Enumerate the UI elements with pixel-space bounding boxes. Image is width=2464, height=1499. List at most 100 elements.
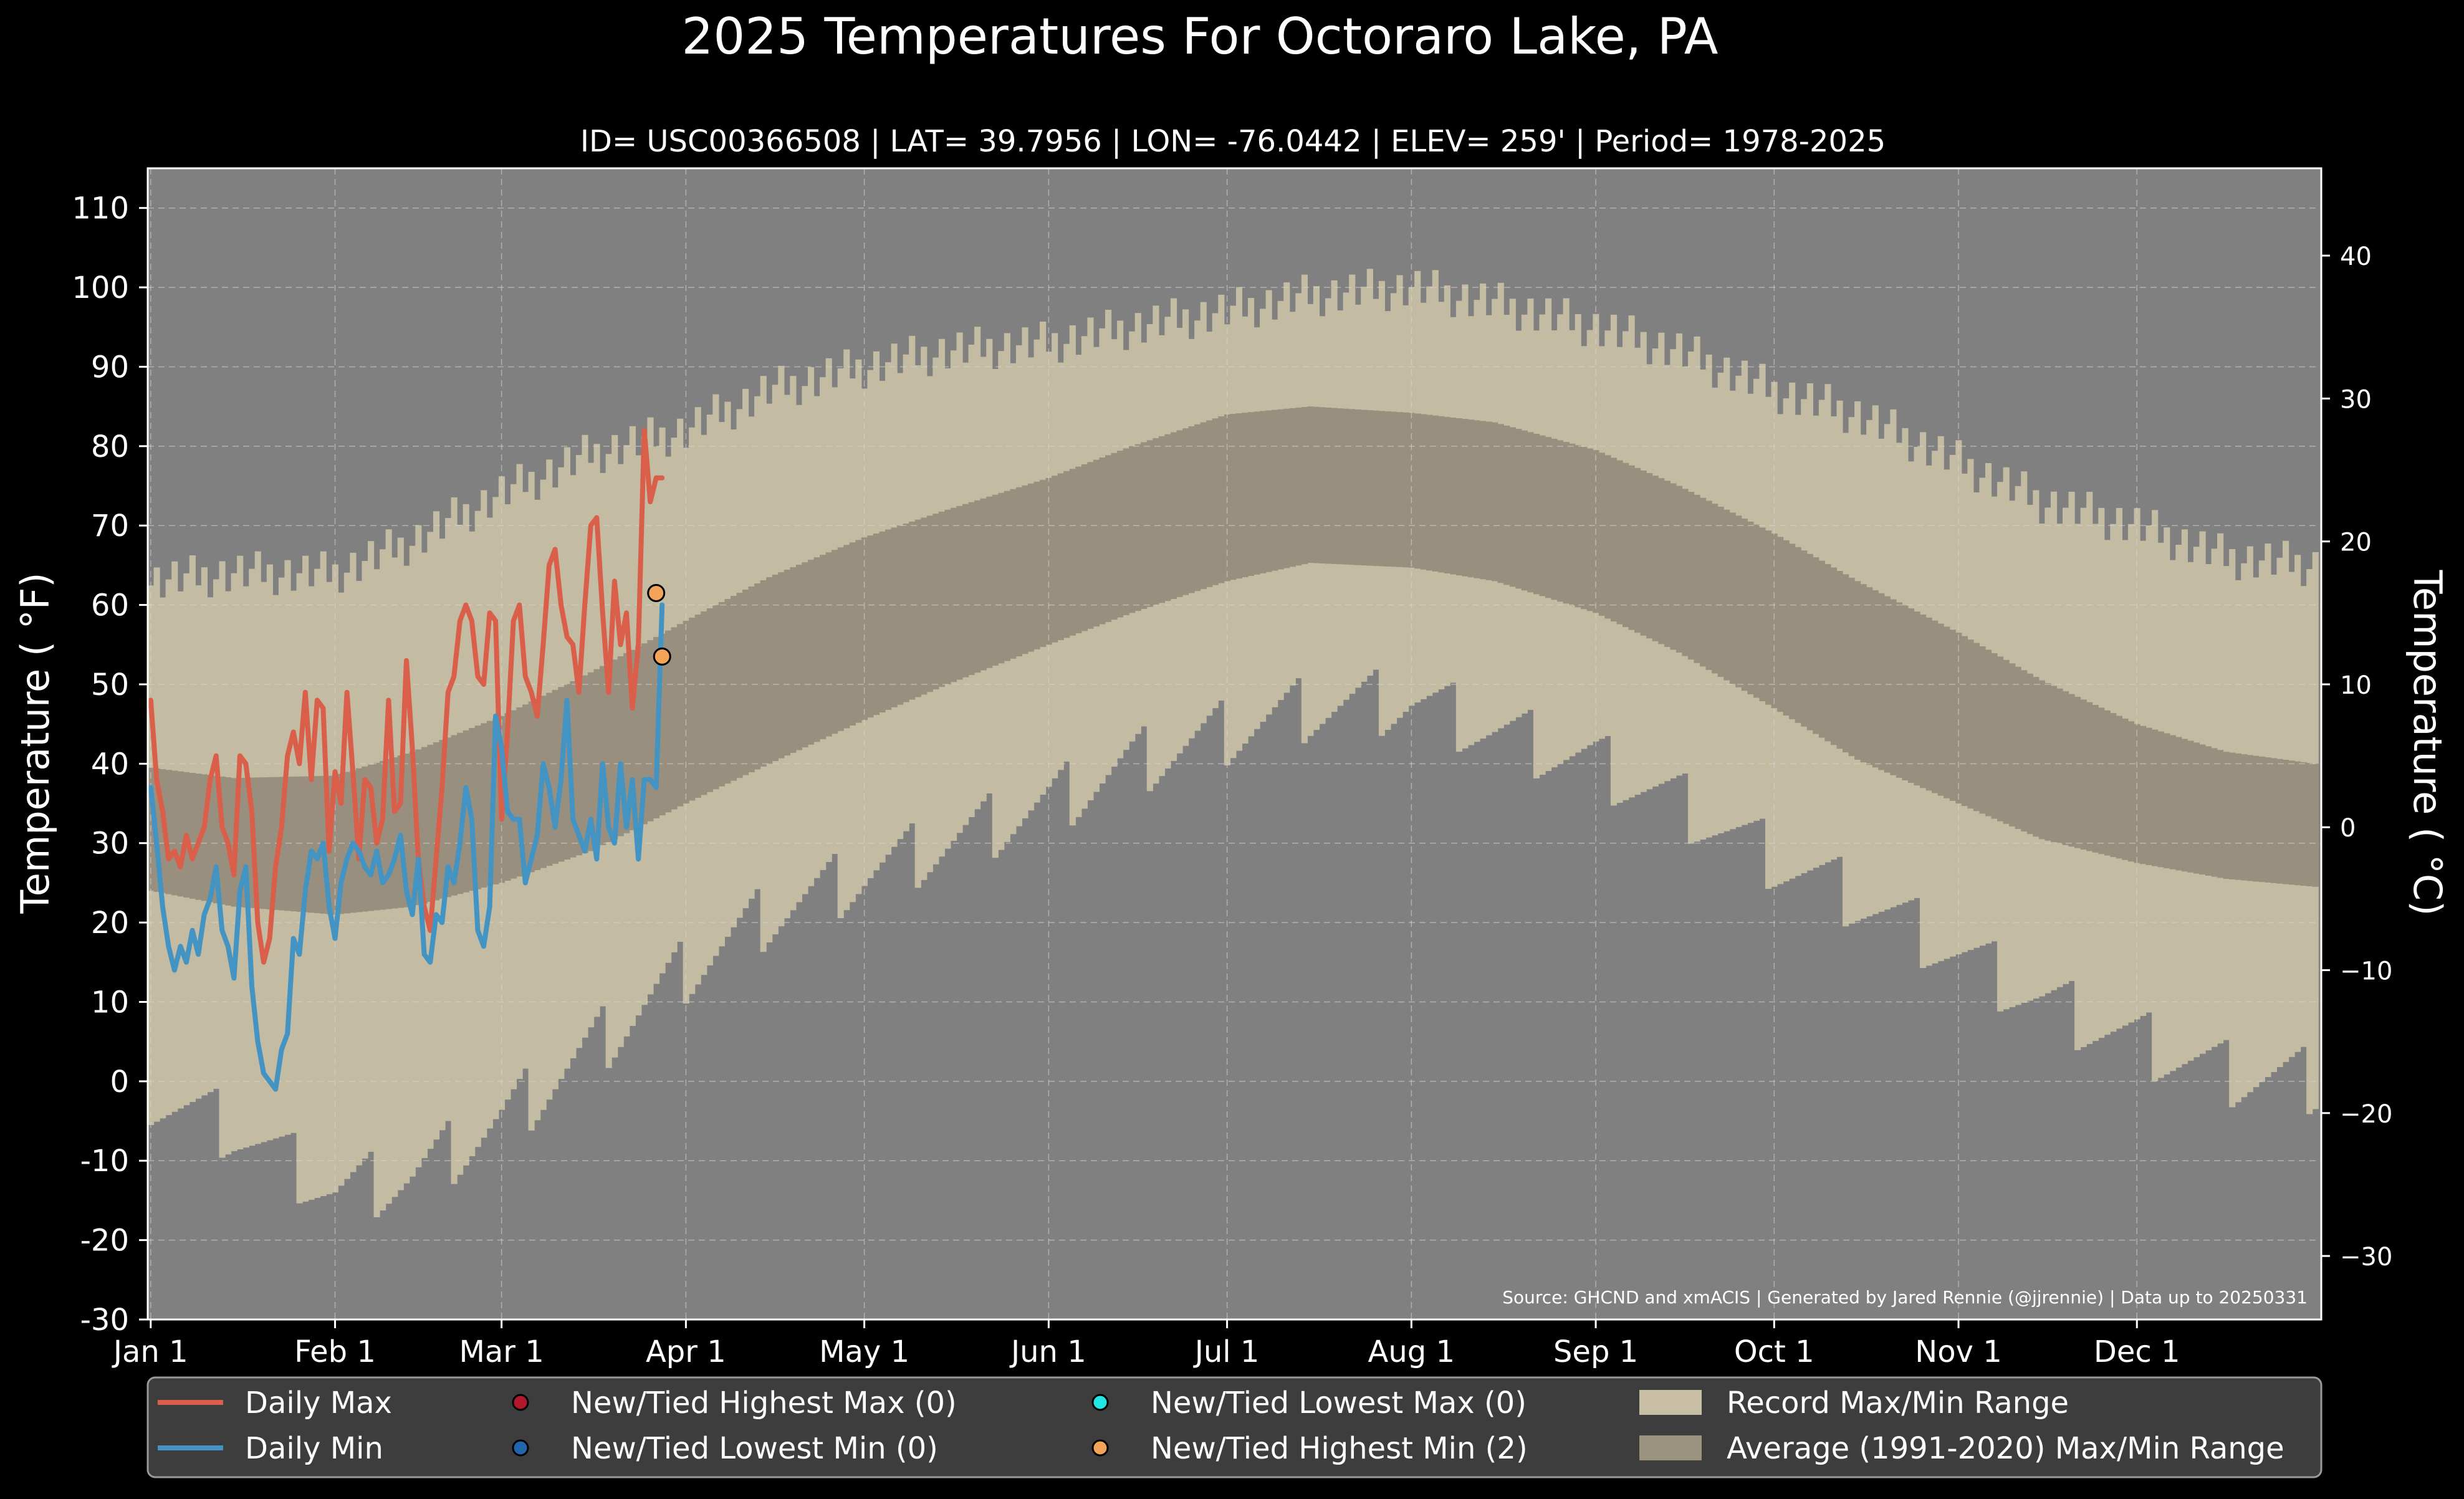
average-range-bar	[778, 572, 785, 759]
average-range-bar	[1907, 608, 1915, 783]
average-range-bar	[2211, 748, 2218, 877]
y-axis-label: Temperature ( °F)	[12, 572, 58, 914]
average-range-bar	[2074, 696, 2081, 848]
y-tick-label: 30	[91, 826, 129, 861]
average-range-bar	[1129, 446, 1136, 613]
average-range-bar	[2127, 721, 2135, 862]
average-range-bar	[2175, 737, 2182, 871]
average-range-bar	[1111, 453, 1118, 620]
y-tick-label: -20	[80, 1224, 129, 1258]
legend-swatch-dot	[512, 1394, 529, 1411]
average-range-bar	[1914, 611, 1920, 786]
average-range-bar	[1944, 626, 1950, 798]
average-range-bar	[2104, 710, 2111, 856]
y-tick-label: 90	[91, 350, 129, 385]
y-axis-right: −30 −20 −10 0 10 20 30 40	[2321, 242, 2392, 1272]
average-range-bar	[825, 552, 832, 737]
average-range-bar	[1087, 462, 1094, 629]
average-range-bar	[1872, 590, 1879, 768]
average-range-bar	[177, 771, 184, 897]
average-range-bar	[1283, 408, 1290, 568]
average-range-bar	[1455, 418, 1463, 576]
average-range-bar	[1830, 567, 1838, 745]
average-range-bar	[2015, 666, 2021, 829]
average-range-bar	[1265, 410, 1272, 572]
legend-label: Daily Min	[245, 1431, 383, 1466]
average-range-bar	[2265, 757, 2271, 883]
y-tick-label: 20	[91, 906, 129, 941]
average-range-bar	[623, 653, 630, 833]
y-tick-label: -30	[80, 1303, 129, 1338]
average-range-bar	[1343, 408, 1349, 565]
average-range-bar	[671, 627, 678, 810]
legend-label: Average (1991-2020) Max/Min Range	[1727, 1431, 2284, 1466]
average-range-bar	[1402, 412, 1409, 568]
average-range-bar	[2050, 686, 2058, 843]
average-range-bar	[1081, 464, 1088, 631]
average-range-bar	[1646, 473, 1653, 639]
average-range-bar	[2169, 735, 2176, 869]
average-range-bar	[1973, 643, 1980, 812]
average-range-bar	[641, 643, 648, 825]
average-range-bar	[1717, 506, 1724, 678]
average-range-bar	[2294, 761, 2301, 886]
x-tick-label: Jul 1	[1193, 1334, 1260, 1369]
average-range-bar	[766, 577, 773, 764]
average-range-bar	[802, 562, 808, 748]
average-range-bar	[2003, 659, 2010, 824]
average-range-bar	[962, 504, 969, 678]
average-range-bar	[1824, 564, 1831, 742]
average-range-bar	[1366, 410, 1373, 566]
legend-item-daily-min: Daily Min	[158, 1431, 383, 1466]
average-range-bar	[1396, 412, 1403, 567]
average-range-bar	[367, 764, 375, 911]
average-range-bar	[1563, 442, 1570, 604]
average-range-bar	[2241, 754, 2248, 881]
y-tick-label: 50	[91, 668, 129, 702]
average-range-bar	[968, 502, 975, 675]
average-range-bar	[189, 772, 196, 899]
average-range-bar	[1789, 544, 1796, 719]
average-range-bar	[1604, 455, 1611, 619]
average-range-bar	[1218, 416, 1225, 583]
average-range-bar	[1848, 577, 1855, 757]
average-range-bar	[1331, 408, 1338, 564]
average-range-bar	[1373, 410, 1379, 567]
average-range-bar	[1925, 617, 1932, 791]
average-range-bar	[914, 519, 921, 697]
average-range-bar	[730, 596, 737, 781]
average-range-bar	[1277, 409, 1284, 570]
chart-title: 2025 Temperatures For Octoraro Lake, PA	[681, 7, 1718, 65]
average-range-bar	[1623, 462, 1629, 628]
average-range-bar	[486, 721, 493, 886]
average-range-bar	[885, 529, 892, 710]
average-range-bar	[1979, 646, 1986, 814]
average-range-bar	[302, 776, 309, 912]
average-range-bar	[2033, 677, 2040, 837]
average-range-bar	[1515, 429, 1522, 589]
average-range-bar	[1759, 527, 1766, 702]
average-range-bar	[1432, 415, 1439, 572]
average-range-bar	[1307, 406, 1314, 563]
average-range-bar	[1015, 487, 1023, 657]
x-tick-label: Jun 1	[1009, 1334, 1086, 1369]
average-range-bar	[1902, 605, 1909, 780]
average-range-bar	[1052, 476, 1058, 643]
legend-swatch-dot	[512, 1439, 529, 1457]
average-range-bar	[1675, 486, 1683, 653]
average-range-bar	[1509, 427, 1516, 587]
average-range-bar	[1426, 414, 1433, 571]
average-range-bar	[362, 766, 368, 912]
average-range-bar	[1235, 413, 1243, 579]
y-tick-label: 0	[110, 1065, 129, 1099]
average-range-bar	[748, 587, 755, 772]
average-range-bar	[1949, 630, 1956, 801]
average-range-bar	[1069, 469, 1076, 636]
average-range-bar	[2193, 742, 2200, 874]
average-range-bar	[2110, 713, 2117, 858]
average-range-bar	[1818, 560, 1825, 738]
average-range-bar	[582, 675, 588, 853]
average-range-bar	[2164, 733, 2170, 869]
average-range-bar	[867, 535, 874, 718]
average-range-bar	[1146, 440, 1153, 607]
